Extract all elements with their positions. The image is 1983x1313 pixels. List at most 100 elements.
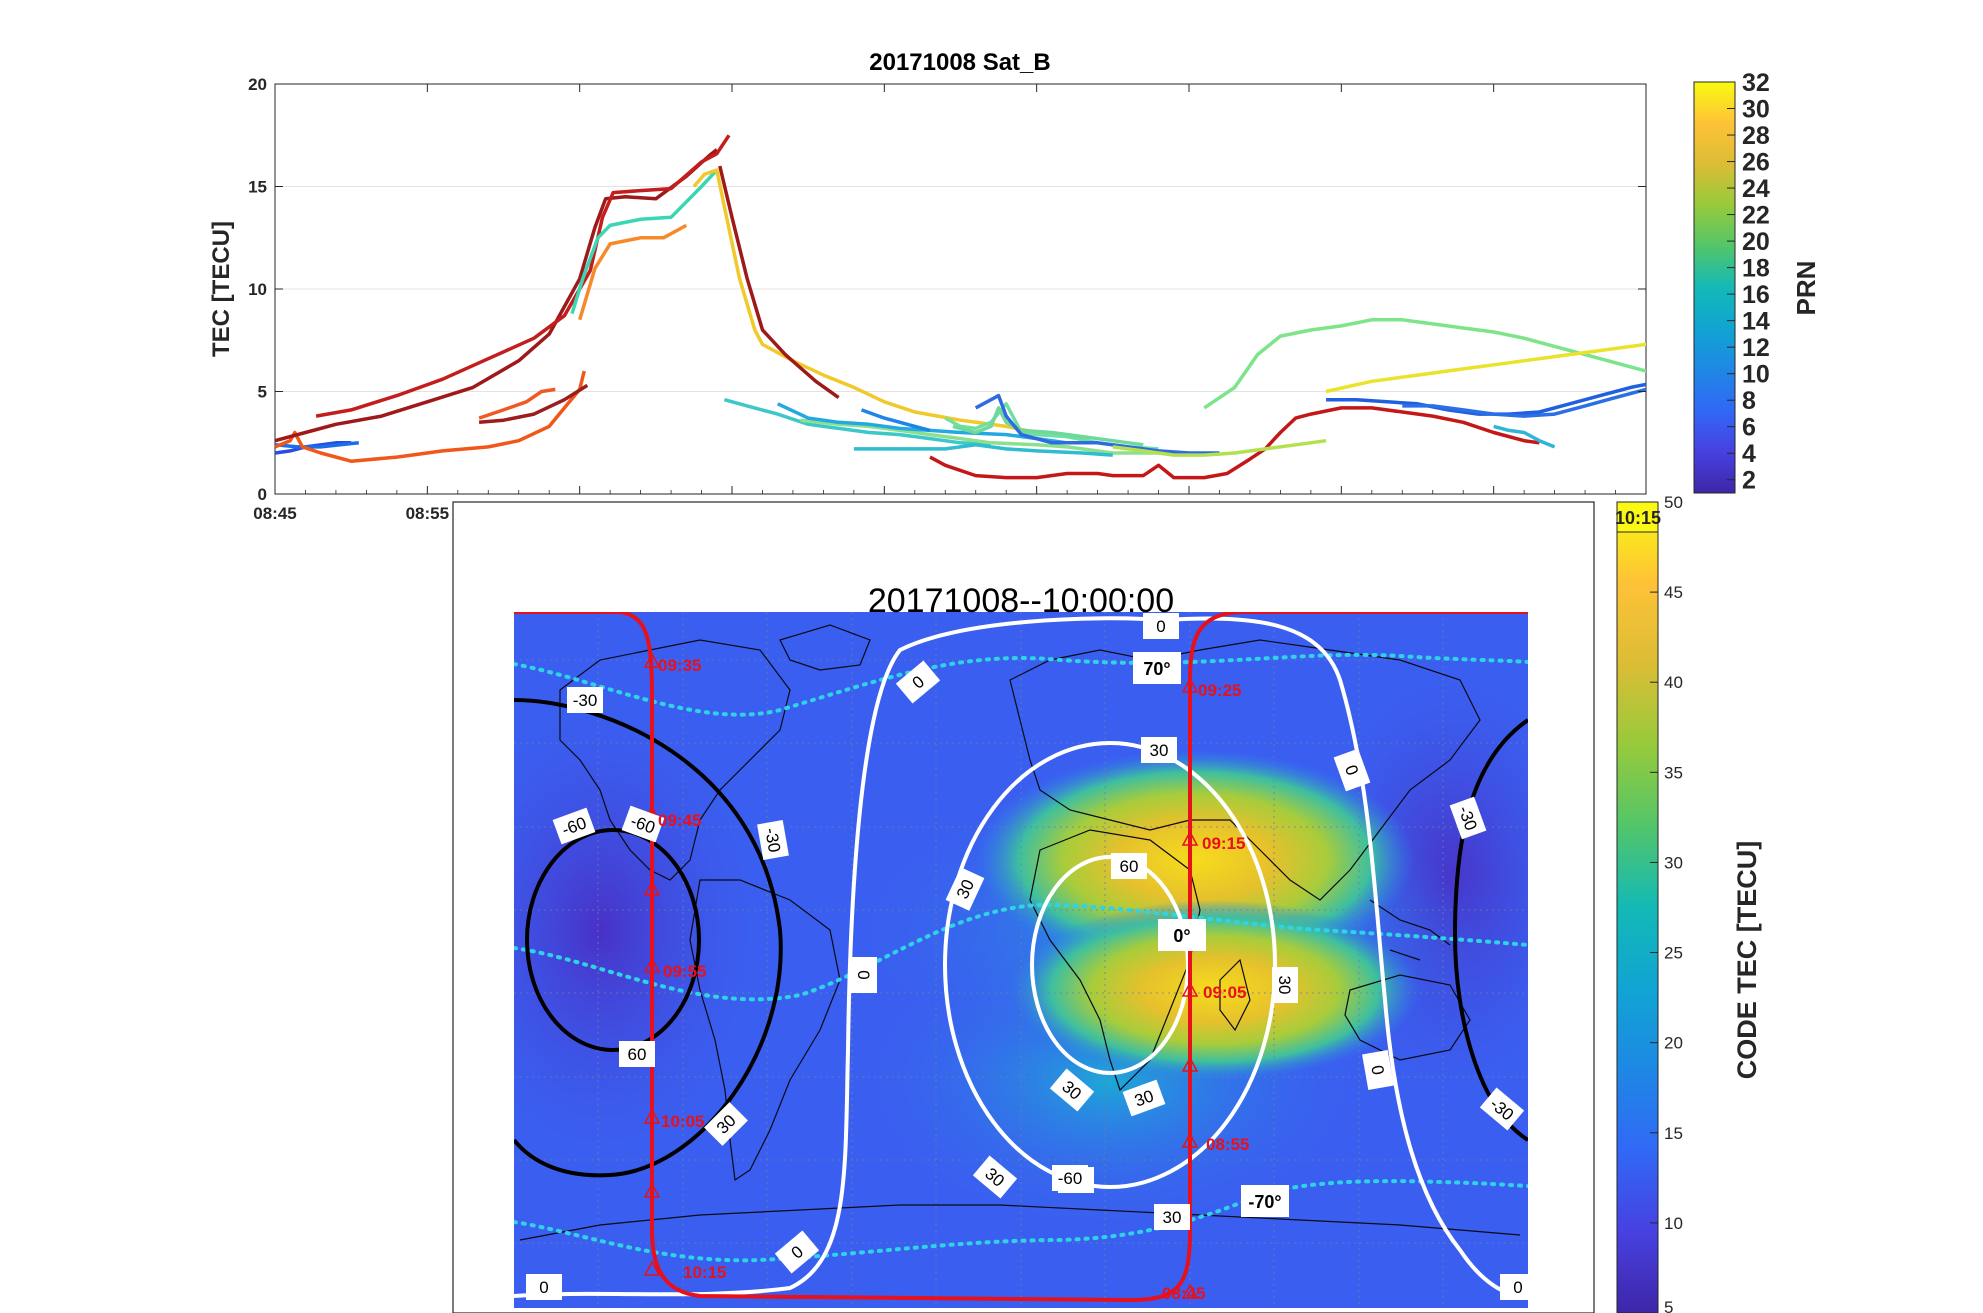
map-title: 20171008--10:00:00 xyxy=(868,582,1174,620)
tec-tick-label: 30 xyxy=(1664,853,1683,872)
series-lines xyxy=(275,134,1859,480)
contour-label-box xyxy=(1154,1204,1190,1230)
series-line-prn10a xyxy=(1402,387,1646,418)
tec-crest-south xyxy=(1010,900,1420,1080)
top-y-axis-label: TEC [TECU] xyxy=(208,221,235,357)
contour-label: 0 xyxy=(1362,1050,1394,1090)
prn-tick-label: 30 xyxy=(1742,96,1770,124)
contour-label-text: 60 xyxy=(628,1045,647,1064)
contour-label-text: 0 xyxy=(854,970,873,979)
track-time-label: 10:15 xyxy=(683,1263,726,1282)
tec-colorbar xyxy=(1616,501,1659,1313)
contour-label: 0 xyxy=(851,957,877,993)
contour-label: 60 xyxy=(1111,853,1147,879)
contour-label: -30 xyxy=(1449,796,1487,840)
latitude-label: 70° xyxy=(1133,652,1181,684)
y-tick-label: 10 xyxy=(248,280,267,299)
contour-label-box xyxy=(621,805,665,843)
contour-label-box xyxy=(619,1041,655,1067)
tec-colorbar-ticks: 10 15 20 25 30 35 40 45 50 5 xyxy=(1650,493,1683,1313)
series-line-prn28a xyxy=(478,387,556,420)
prn-tick-label: 6 xyxy=(1742,414,1756,442)
prn-tick-label: 8 xyxy=(1742,387,1756,415)
tec-tick-label: 50 xyxy=(1664,493,1683,512)
track-markers xyxy=(643,652,1199,1299)
contour-label: -60 xyxy=(552,807,596,845)
y-tick-label: 20 xyxy=(248,75,267,94)
contour-label-text: -60 xyxy=(1058,1169,1083,1188)
x-tick-label: 08:55 xyxy=(406,504,449,523)
contour-label-text: -30 xyxy=(761,826,784,854)
latitude-label: 0° xyxy=(1158,919,1206,951)
latitude-label-box xyxy=(1158,919,1206,951)
contour-label-text: 60 xyxy=(1120,857,1139,876)
track-time-label: 08:45 xyxy=(1162,1284,1205,1303)
tec-map xyxy=(514,612,1528,1308)
contour-label-box xyxy=(1272,967,1298,1003)
contour-label-box xyxy=(1052,1165,1088,1191)
series-line-prn5a xyxy=(275,441,359,449)
series-line-prn30b xyxy=(718,165,840,400)
track-time-label: 10:05 xyxy=(661,1112,704,1131)
contour-label-box xyxy=(757,820,789,860)
prn-tick-label: 14 xyxy=(1742,308,1770,336)
contour-label-box xyxy=(851,957,877,993)
latitude-label-box xyxy=(1241,1185,1289,1217)
contour-label-box xyxy=(1122,1079,1166,1117)
track-time-label: 09:45 xyxy=(658,811,701,830)
tec-tick-label: 10 xyxy=(1664,1214,1683,1233)
prn-colorbar xyxy=(1693,81,1736,494)
contour-label-text: 30 xyxy=(1275,976,1294,995)
contour-label-text: -30 xyxy=(573,691,598,710)
contour-label: 0 xyxy=(774,1230,820,1274)
series-line-prn31b xyxy=(478,383,589,425)
contour-label: 0 xyxy=(1143,613,1179,639)
tec-tick-label: 15 xyxy=(1664,1124,1683,1143)
grid-lines xyxy=(275,186,1646,392)
track-time-labels: 09:35 09:25 09:45 09:15 09:55 09:05 10:05 08:55… xyxy=(658,656,1249,1303)
prn-tick-label: 18 xyxy=(1742,255,1770,283)
prn-tick-label: 26 xyxy=(1742,149,1770,177)
latitude-label-box xyxy=(1133,652,1181,684)
series-line-prn12a xyxy=(776,402,1068,445)
magnetic-latitude-labels: 70° 0° -70° xyxy=(1133,652,1289,1217)
contour-label: 30 xyxy=(704,1102,748,1146)
series-line-prn16a xyxy=(853,443,1113,457)
prn-tick-label: 10 xyxy=(1742,361,1770,389)
tec-tick-label: 25 xyxy=(1664,944,1683,963)
contour-label: 30 xyxy=(1141,737,1177,763)
series-line-prn26a xyxy=(1325,342,1646,394)
contour-label-text: 30 xyxy=(1150,741,1169,760)
contour-label-text: 30 xyxy=(1163,1208,1182,1227)
tec-tick-label: 20 xyxy=(1664,1034,1683,1053)
tec-tick-label: 45 xyxy=(1664,583,1683,602)
contour-label-text: 0 xyxy=(1367,1064,1387,1077)
track-time-label: 09:35 xyxy=(658,656,701,675)
prn-tick-label: 4 xyxy=(1742,440,1756,468)
series-line-prn21a xyxy=(800,418,1189,455)
contour-label-text: 0 xyxy=(539,1278,548,1297)
series-line-prn29b xyxy=(929,406,1540,480)
contour-label-box xyxy=(895,660,941,704)
series-line-prn9b xyxy=(1745,396,1859,458)
contour-label-box xyxy=(704,1102,748,1146)
series-line-prn27a xyxy=(578,223,688,321)
series-line-prn18a xyxy=(1203,318,1646,410)
contour-labels: 000000003030303030303030606060-30-30-30-… xyxy=(526,613,1536,1300)
y-tick-label: 5 xyxy=(258,383,267,402)
contour-label-box xyxy=(526,1274,562,1300)
series-line-prn8a xyxy=(1326,382,1646,416)
latitude-label-text: 70° xyxy=(1143,659,1170,679)
contour-label: 30 xyxy=(1272,967,1298,1003)
prn-tick-label: 22 xyxy=(1742,202,1770,230)
prn-tick-label: 32 xyxy=(1742,69,1770,97)
prn-colorbar-label: PRN xyxy=(1791,261,1821,316)
contour-label: 0 xyxy=(1333,748,1371,792)
contour-label-box xyxy=(1449,796,1487,840)
prn-tick-label: 16 xyxy=(1742,281,1770,309)
contour-label: 30 xyxy=(1049,1068,1095,1112)
contour-label-box xyxy=(1333,748,1371,792)
contour-label: 0 xyxy=(526,1274,562,1300)
contour-label: -30 xyxy=(567,687,603,713)
